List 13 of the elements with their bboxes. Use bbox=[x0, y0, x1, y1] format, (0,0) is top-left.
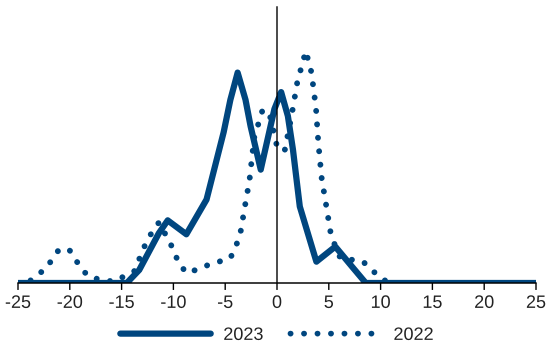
x-tick-label: -10 bbox=[161, 295, 186, 308]
x-tick-label: -20 bbox=[58, 295, 82, 308]
x-tick-label: 10 bbox=[372, 295, 390, 308]
x-tick-label: -5 bbox=[218, 295, 232, 308]
x-tick-label: 20 bbox=[475, 295, 494, 308]
x-tick-label: 15 bbox=[424, 295, 442, 308]
x-tick-label: -25 bbox=[6, 295, 30, 308]
x-tick-label: 0 bbox=[272, 295, 282, 308]
text: 2022 bbox=[394, 327, 433, 340]
x-tick-label: 25 bbox=[526, 295, 546, 308]
legend-label: 2023 bbox=[224, 327, 263, 340]
x-tick-label: 5 bbox=[324, 295, 334, 308]
x-tick-label: -15 bbox=[109, 295, 134, 308]
